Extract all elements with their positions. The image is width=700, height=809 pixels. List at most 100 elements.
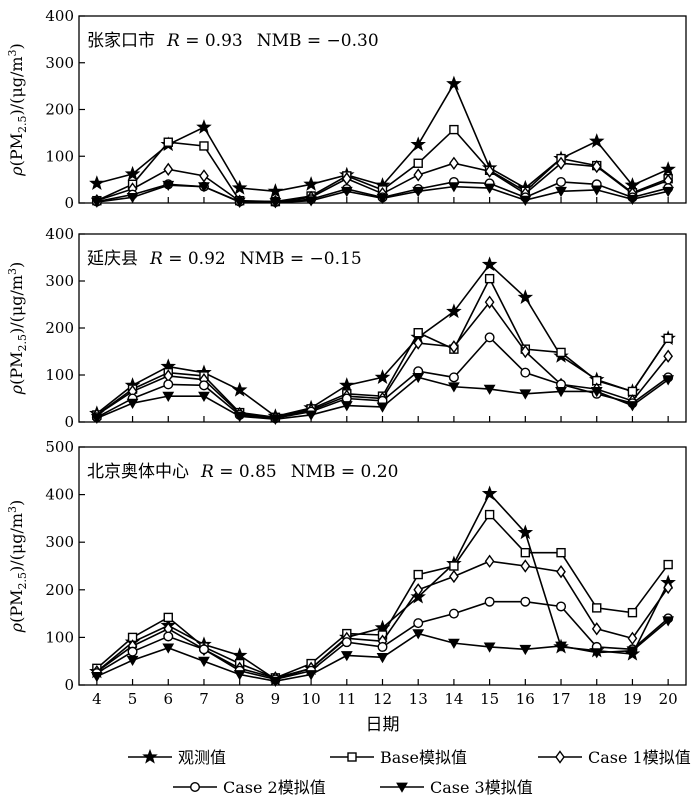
data-point <box>556 156 566 170</box>
y-tick-label: 100 <box>45 366 74 384</box>
x-tick-label: 13 <box>409 690 428 708</box>
data-point <box>626 401 639 412</box>
data-point <box>413 583 424 597</box>
data-point <box>662 616 675 627</box>
data-point <box>126 192 139 204</box>
data-point <box>163 631 174 642</box>
data-point <box>483 384 496 395</box>
data-point <box>520 596 531 607</box>
data-point <box>90 197 103 208</box>
data-point <box>412 372 425 384</box>
data-point <box>626 646 639 657</box>
data-point <box>663 580 674 595</box>
data-point <box>449 561 459 571</box>
data-point <box>592 603 602 613</box>
data-point <box>663 559 673 570</box>
data-point <box>162 391 175 402</box>
legend-entry: Case 2模拟值 <box>173 778 326 797</box>
data-point <box>520 547 531 558</box>
data-point <box>448 182 460 193</box>
data-point <box>267 183 284 198</box>
data-point <box>555 641 567 652</box>
data-point <box>126 655 139 667</box>
y-tick-label: 100 <box>45 628 74 646</box>
y-tick-label: 300 <box>45 54 74 72</box>
x-tick-label: 9 <box>271 690 281 708</box>
y-tick-label: 0 <box>64 676 74 694</box>
data-point <box>520 367 531 378</box>
x-tick-label: 16 <box>516 690 535 708</box>
data-point <box>484 554 495 568</box>
x-tick-label: 12 <box>373 690 392 708</box>
data-point <box>483 183 496 194</box>
x-tick-label: 10 <box>302 690 321 708</box>
data-point <box>413 336 424 350</box>
data-point <box>556 601 567 612</box>
legend-entry: Case 3模拟值 <box>380 778 533 797</box>
data-point <box>376 652 389 664</box>
data-point <box>163 612 173 623</box>
data-point <box>590 185 603 196</box>
panel-3: 0 100 200 300 400 500 4 5 6 7 8 9 10 11 12 13 14 15 16 17 18… <box>6 438 687 708</box>
x-tick-label: 6 <box>163 690 173 708</box>
series-line <box>96 82 669 193</box>
y-tick-label: 300 <box>45 533 74 551</box>
x-tick-label: 19 <box>623 690 642 708</box>
legend-entry: Case 1模拟值 <box>538 748 691 767</box>
data-point <box>662 375 675 386</box>
series-triangle-down <box>90 180 675 209</box>
data-point <box>446 303 462 319</box>
data-point <box>269 198 282 209</box>
data-point <box>162 643 175 654</box>
data-point <box>517 289 534 305</box>
data-point <box>663 333 673 344</box>
data-point <box>484 295 495 309</box>
data-point <box>413 569 423 580</box>
data-point <box>484 596 495 607</box>
data-point <box>520 344 531 359</box>
data-point <box>339 377 355 392</box>
x-tick-label: 11 <box>337 690 356 708</box>
y-tick-label: 200 <box>45 101 74 119</box>
panel-title: 张家口市 R = 0.93 NMB = −0.30 <box>87 31 379 51</box>
data-point <box>198 656 210 667</box>
nmb-value: NMB = −0.30 <box>257 31 379 51</box>
data-point <box>90 413 103 425</box>
data-point <box>162 180 175 192</box>
data-point <box>413 158 423 168</box>
x-axis-label: 日期 <box>366 715 400 735</box>
r-value: = 0.85 <box>214 462 277 482</box>
data-point <box>377 641 388 652</box>
panel-2: 0 100 200 300 400 延庆县 R = 0.92 NMB = −0.15 ρ(PM2… <box>6 225 687 431</box>
legend-label: 观测值 <box>178 748 226 767</box>
data-point <box>198 391 210 402</box>
data-point <box>663 349 674 363</box>
data-point <box>340 651 353 662</box>
y-tick-label: 300 <box>45 272 74 290</box>
data-point <box>198 644 209 655</box>
site-name: 北京奥体中心 <box>87 462 189 482</box>
data-point <box>449 569 459 584</box>
data-point <box>413 328 423 338</box>
data-point <box>484 509 495 520</box>
data-point <box>517 524 534 540</box>
data-point <box>231 381 248 397</box>
y-axis-label: ρ(PM2.5)/(μg/m3) <box>6 262 29 396</box>
data-point <box>481 256 498 272</box>
data-point <box>412 186 425 198</box>
data-point <box>413 168 424 182</box>
data-point <box>627 607 638 618</box>
data-point <box>163 162 174 177</box>
data-point <box>591 622 602 636</box>
y-tick-label: 500 <box>45 438 74 456</box>
data-point <box>199 169 209 183</box>
y-tick-label: 400 <box>45 486 74 504</box>
data-point <box>588 133 605 148</box>
data-point <box>376 402 389 413</box>
data-point <box>89 175 105 190</box>
y-tick-label: 400 <box>45 225 74 243</box>
nmb-value: NMB = 0.20 <box>291 462 399 482</box>
data-point <box>233 411 246 423</box>
legend-marker <box>396 782 408 793</box>
